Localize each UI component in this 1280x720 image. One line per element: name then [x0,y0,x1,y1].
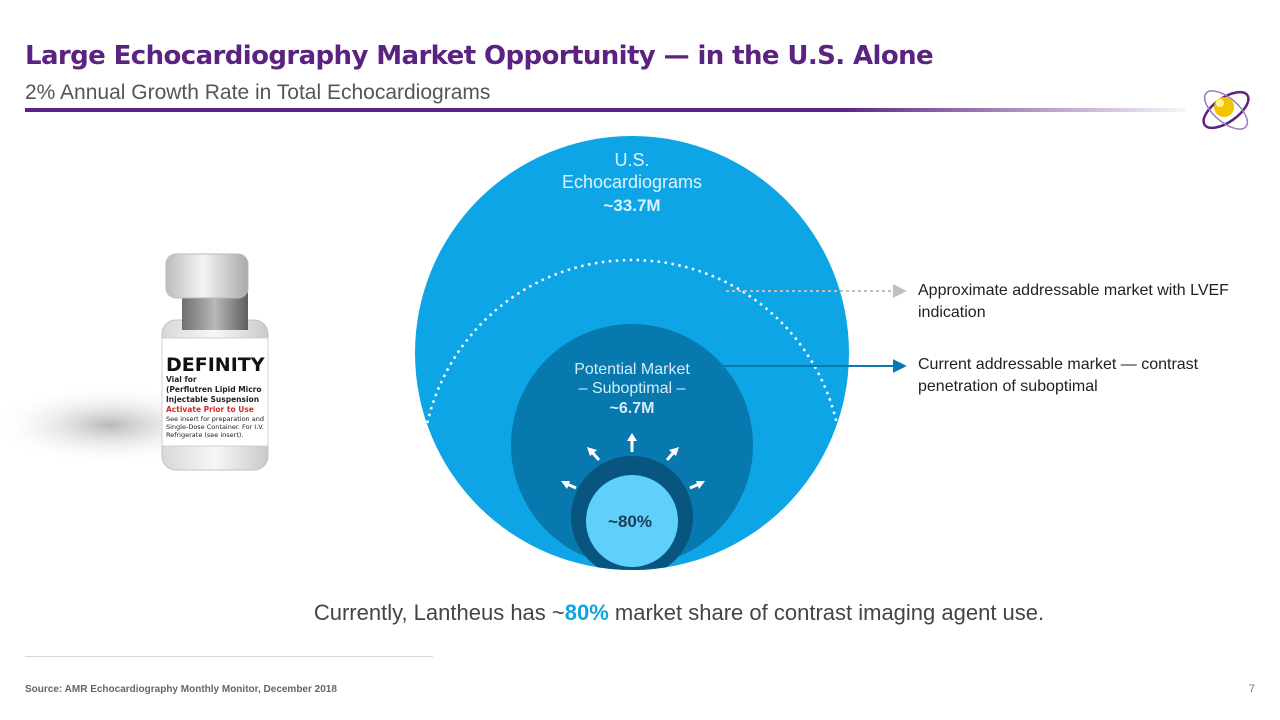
outer-label-line2: Echocardiograms [562,172,702,192]
vial-brand-text: DEFINITY [166,354,265,376]
svg-text:Vial for: Vial for [166,375,197,384]
svg-text:Refrigerate (see insert).: Refrigerate (see insert). [166,431,244,439]
market-share-circle [586,475,678,567]
callout-current: Current addressable market — contrast pe… [918,356,1199,395]
title-divider [25,108,1185,112]
svg-text:See insert for preparation and: See insert for preparation and [166,415,264,423]
callout-lvef: Approximate addressable market with LVEF… [918,282,1229,321]
growth-arrows [561,433,705,490]
svg-text:(Perflutren Lipid Micro: (Perflutren Lipid Micro [166,385,262,394]
middle-value: ~6.7M [610,400,655,417]
slide-title: Large Echocardiography Market Opportunit… [25,41,934,71]
page-number: 7 [1248,683,1255,695]
statement-highlight: 80% [564,600,609,625]
middle-label-line1: Potential Market [574,361,690,378]
svg-text:Single-Dose Container. For I.V: Single-Dose Container. For I.V. [166,423,264,431]
outer-label-line1: U.S. [614,150,649,170]
middle-label-line2: – Suboptimal – [579,380,686,397]
inner-value: ~80% [608,512,652,531]
footer-divider [25,656,433,657]
statement-before: Currently, Lantheus has ~ [313,600,565,625]
svg-text:Injectable Suspension: Injectable Suspension [166,395,259,404]
statement-after: market share of contrast imaging agent u… [608,600,1045,625]
outer-value: ~33.7M [603,196,660,215]
source-note: Source: AMR Echocardiography Monthly Mon… [25,684,337,695]
svg-text:Activate Prior to Use: Activate Prior to Use [166,405,254,414]
slide-subtitle: 2% Annual Growth Rate in Total Echocardi… [25,81,491,104]
company-logo [1202,90,1250,130]
definity-vial-image: DEFINITY Vial for (Perflutren Lipid Micr… [0,253,269,471]
market-share-statement: Currently, Lantheus has ~80% market shar… [0,600,1280,626]
